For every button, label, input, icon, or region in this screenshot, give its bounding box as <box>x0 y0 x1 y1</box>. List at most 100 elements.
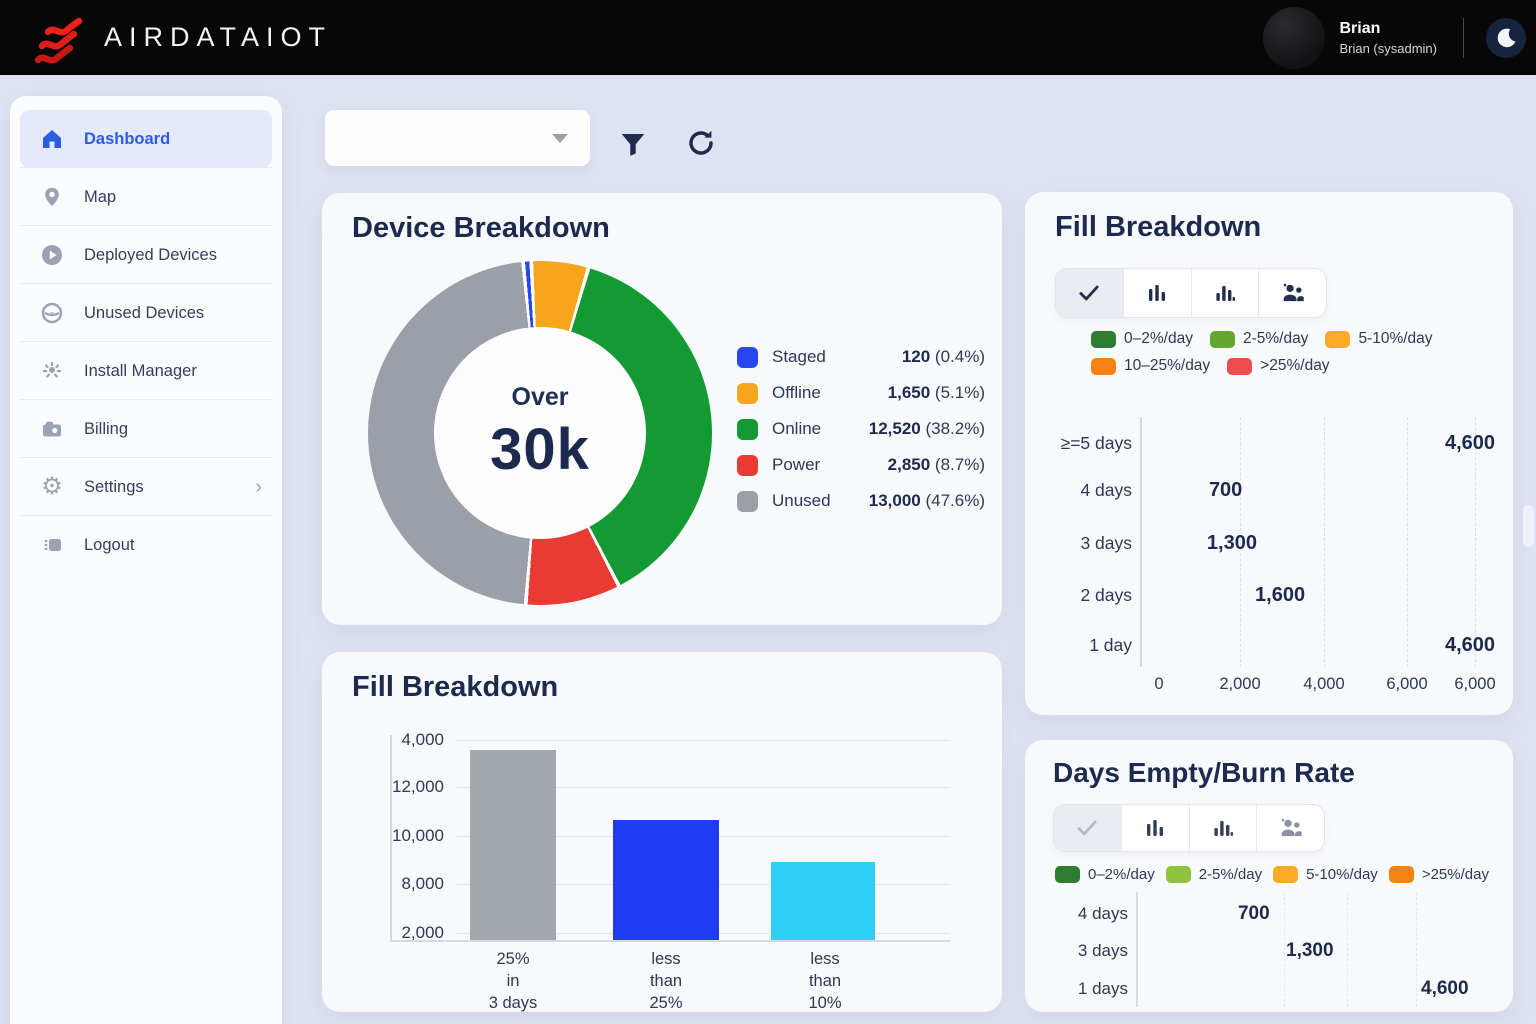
stacked-row[interactable]: 3 days 1,300 <box>1080 525 1432 561</box>
sidebar-item-map[interactable]: Map <box>20 168 272 226</box>
days-empty-burn-rate-card: Days Empty/Burn Rate 0–2%/day 2-5%/day 5… <box>1025 740 1513 1012</box>
legend-label: Staged <box>772 347 826 366</box>
mode-bar-chart-button[interactable] <box>1124 269 1192 317</box>
legend-value: 1,650 (5.1%) <box>887 383 985 402</box>
dark-mode-toggle[interactable] <box>1486 17 1526 58</box>
row-label: 4 days <box>1077 903 1128 923</box>
legend-swatch <box>1209 330 1235 348</box>
sidebar-item-install-manager[interactable]: Install Manager <box>20 342 272 400</box>
legend-item: 0–2%/day <box>1055 866 1155 883</box>
gear-icon: ⚙ <box>41 473 63 500</box>
sidebar-item-label: Unused Devices <box>84 303 205 322</box>
column-chart-plot: 25% in 3 days less than 25% less than 10% <box>455 740 950 1012</box>
x-axis-line <box>390 940 950 942</box>
legend-swatch <box>737 382 758 404</box>
stacked-row[interactable]: ≥=5 days 4,600 <box>1061 425 1495 461</box>
legend-row-power: Power 2,850 (8.7%) <box>737 447 985 483</box>
legend-swatch <box>1325 330 1351 348</box>
legend-item: >25%/day <box>1388 866 1489 883</box>
gridline <box>1324 417 1325 667</box>
x-tick: 0 <box>1154 675 1164 693</box>
stacked-row[interactable]: 2 days 1,600 <box>1080 577 1432 613</box>
legend-swatch <box>1227 357 1253 375</box>
legend-label: Online <box>772 419 822 438</box>
gridline <box>1475 417 1476 667</box>
sidebar-item-label: Deployed Devices <box>84 245 217 264</box>
legend-swatch <box>1091 330 1116 348</box>
scrollbar-thumb[interactable] <box>1523 505 1534 547</box>
legend-value: 120 (0.4%) <box>901 347 985 366</box>
bar-chart-icon <box>1149 285 1166 301</box>
chart-mode-toolbar <box>1053 804 1325 852</box>
row-value: 4,600 <box>1445 431 1496 454</box>
fill-breakdown-column-card: Fill Breakdown 4,000 12,000 10,000 8,000… <box>322 652 1002 1012</box>
mode-bar-chart-alt-button[interactable] <box>1190 805 1258 851</box>
mode-bar-chart-alt-button[interactable] <box>1192 269 1260 317</box>
sidebar-item-label: Settings <box>84 477 144 496</box>
sidebar-item-deployed-devices[interactable]: Deployed Devices <box>20 226 272 284</box>
sidebar-item-unused-devices[interactable]: Unused Devices <box>20 284 272 342</box>
legend-swatch <box>1388 866 1414 883</box>
row-value: 700 <box>1208 478 1243 501</box>
stacked-bar-plot: ≥=5 days 4,600 4 days 700 3 days 1,300 2 da… <box>1061 417 1496 693</box>
row-label: 1 day <box>1089 634 1132 655</box>
moon-icon <box>1497 28 1516 47</box>
home-icon <box>40 127 64 151</box>
legend-swatch <box>1273 866 1299 883</box>
avatar[interactable] <box>1263 6 1326 69</box>
refresh-button[interactable] <box>685 127 717 164</box>
sidebar-item-settings[interactable]: ⚙ Settings › <box>20 458 272 516</box>
row-value: 1,300 <box>1286 939 1334 961</box>
device-breakdown-donut-chart[interactable]: Over 30k <box>368 261 712 605</box>
filter-dropdown[interactable] <box>325 110 590 166</box>
mode-check-button[interactable] <box>1054 805 1122 851</box>
gridline <box>455 740 950 741</box>
stacked-row[interactable]: 1 day 4,600 <box>1089 627 1495 663</box>
top-header: AIRDATAIOT Brian Brian (sysadmin) <box>0 0 1536 75</box>
card-title: Fill Breakdown <box>1055 211 1262 243</box>
legend-row-staged: Staged 120 (0.4%) <box>737 339 985 375</box>
device-breakdown-card: Device Breakdown Over 30k Staged 120 (0.… <box>322 193 1002 625</box>
mode-check-button[interactable] <box>1056 269 1124 317</box>
bar-25pct-in-3-days[interactable] <box>470 750 556 940</box>
legend-item: 0–2%/day <box>1091 330 1193 348</box>
mode-people-button[interactable] <box>1257 805 1324 851</box>
stacked-row[interactable]: 3 days 1,300 <box>1078 937 1408 964</box>
gridline <box>1416 892 1417 1007</box>
sidebar-item-dashboard[interactable]: Dashboard <box>20 110 272 168</box>
row-label: 2 days <box>1080 584 1132 605</box>
mode-people-button[interactable] <box>1259 269 1326 317</box>
row-value: 1,300 <box>1206 531 1257 554</box>
user-role: Brian (sysadmin) <box>1339 40 1437 56</box>
filter-button[interactable] <box>618 129 648 164</box>
donut-center: Over 30k <box>434 327 646 539</box>
brand-logo: AIRDATAIOT <box>34 11 332 65</box>
y-tick: 8,000 <box>401 874 444 893</box>
bar-less-than-25pct[interactable] <box>613 820 719 940</box>
bar-chart-icon <box>1147 820 1164 836</box>
legend-value: 13,000 (47.6%) <box>868 491 985 510</box>
check-icon <box>1077 820 1097 836</box>
play-circle-icon <box>40 243 64 267</box>
sidebar-item-label: Logout <box>84 535 135 554</box>
mode-bar-chart-button[interactable] <box>1122 805 1190 851</box>
donut-center-label: Over <box>511 383 569 411</box>
row-label: 1 days <box>1077 978 1128 998</box>
legend-swatch <box>737 454 758 476</box>
logout-icon <box>40 533 64 557</box>
stacked-row[interactable]: 4 days 700 <box>1078 900 1408 927</box>
sidebar-item-billing[interactable]: Billing <box>20 400 272 458</box>
stacked-row[interactable]: 1 days 4,600 <box>1078 975 1469 1002</box>
sidebar: Dashboard Map Deployed Devices Unused De… <box>10 96 282 1024</box>
bar-chart-alt-icon <box>1216 286 1235 301</box>
people-icon <box>1283 283 1304 302</box>
legend-item: 2-5%/day <box>1165 866 1262 883</box>
y-tick: 2,000 <box>401 923 444 942</box>
legend-row-unused: Unused 13,000 (47.6%) <box>737 483 985 519</box>
stacked-row[interactable]: 4 days 700 <box>1080 472 1432 508</box>
bar-less-than-10pct[interactable] <box>771 862 875 940</box>
user-name: Brian <box>1339 19 1381 37</box>
sidebar-item-logout[interactable]: Logout <box>20 516 272 574</box>
row-value: 700 <box>1237 902 1270 924</box>
